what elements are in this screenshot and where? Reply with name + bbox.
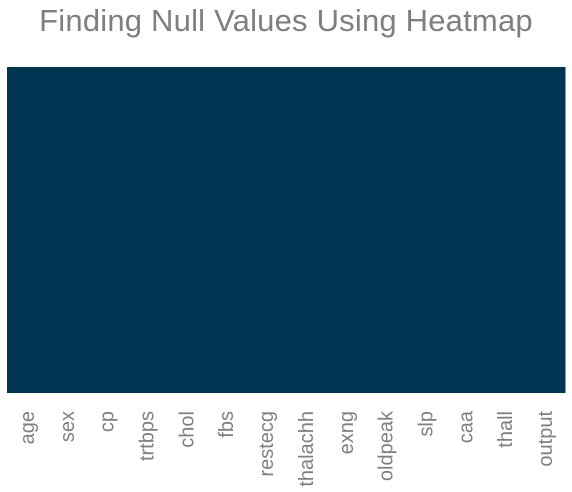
heatmap-cell-caa — [445, 67, 486, 393]
x-tick-label-caa: caa — [455, 410, 477, 443]
heatmap-cell-fbs — [206, 67, 247, 393]
heatmap-cell-oldpeak — [365, 67, 407, 393]
x-tick-label-slp: slp — [416, 411, 438, 437]
x-tick-label-oldpeak: oldpeak — [376, 410, 398, 481]
heatmap-cell-trtbps — [126, 67, 168, 393]
x-tick-label-sex: sex — [57, 411, 79, 442]
x-tick-label-fbs: fbs — [216, 411, 238, 438]
x-tick-label-output: output — [535, 411, 557, 467]
heatmap-cell-thalachh — [286, 67, 327, 393]
heatmap-cell-slp — [405, 67, 447, 393]
heatmap-cells — [7, 67, 566, 393]
heatmap-cell-restecg — [246, 67, 287, 393]
x-tick-label-age: age — [17, 411, 39, 444]
x-tick-label-thall: thall — [495, 411, 517, 448]
heatmap-cell-cp — [86, 67, 128, 393]
x-tick-label-trtbps: trtbps — [137, 411, 159, 461]
x-tick-label-thalachh: thalachh — [296, 411, 318, 487]
x-tick-label-restecg: restecg — [256, 411, 278, 477]
chart-title: Finding Null Values Using Heatmap — [39, 3, 533, 38]
x-tick-label-cp: cp — [97, 411, 119, 432]
heatmap-cell-age — [7, 67, 48, 393]
heatmap-cell-chol — [166, 67, 207, 393]
heatmap-cell-sex — [46, 67, 88, 393]
heatmap-cell-output — [525, 67, 566, 393]
x-tick-label-exng: exng — [336, 411, 358, 454]
x-tick-labels: age sex cp trtbps chol fbs restecg thalachh exng… — [17, 410, 557, 487]
heatmap-cell-thall — [485, 67, 526, 393]
heatmap-cell-exng — [325, 67, 367, 393]
x-tick-label-chol: chol — [176, 411, 198, 448]
